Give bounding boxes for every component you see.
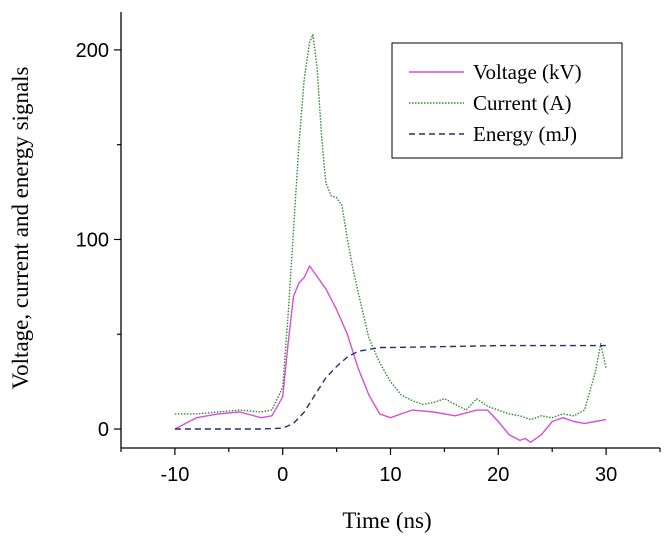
legend: Voltage (kV) Current (A) Energy (mJ) xyxy=(391,42,623,159)
x-tick-label: 0 xyxy=(277,464,288,486)
axis-ticks: -10 0 10 20 30 0 100 200 xyxy=(76,40,661,486)
legend-label-energy: Energy (mJ) xyxy=(473,122,577,146)
legend-label-voltage: Voltage (kV) xyxy=(473,60,582,84)
x-tick-label: 30 xyxy=(595,464,617,486)
legend-label-current: Current (A) xyxy=(473,91,572,115)
x-tick-label: 10 xyxy=(379,464,401,486)
series-line-energy xyxy=(174,344,607,430)
series-line-current xyxy=(174,34,607,421)
y-tick-label: 100 xyxy=(76,229,109,251)
series-line-voltage xyxy=(174,265,607,443)
y-tick-label: 0 xyxy=(98,419,109,441)
x-axis-title: Time (ns) xyxy=(342,508,431,533)
y-tick-label: 200 xyxy=(76,40,109,62)
x-tick-label: 20 xyxy=(487,464,509,486)
x-tick-label: -10 xyxy=(160,464,189,486)
series-group xyxy=(174,34,607,443)
legend-box xyxy=(391,42,623,159)
y-axis-title: Voltage, current and energy signals xyxy=(8,66,33,389)
